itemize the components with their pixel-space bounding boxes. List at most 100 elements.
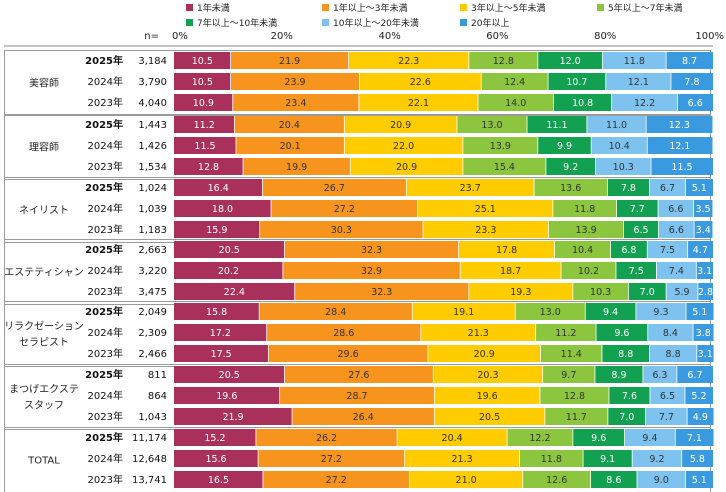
bar-segment [397, 429, 508, 446]
legend-swatch [186, 4, 193, 11]
bar-segment [420, 324, 536, 341]
data-label: 9.9 [557, 141, 572, 152]
bar-segment [527, 116, 587, 133]
bar-segment [174, 221, 260, 238]
group-label: 理容師 [29, 141, 59, 154]
bar-segment [545, 158, 596, 175]
data-label: 8.6 [606, 475, 621, 486]
data-label: 4.9 [693, 412, 708, 423]
data-label: 7.6 [622, 391, 637, 402]
bar-segment [174, 429, 256, 446]
data-label: 32.3 [361, 245, 382, 256]
legend-label: 5年以上～7年未満 [608, 2, 682, 14]
bar-segment [608, 387, 650, 404]
bar-segment [174, 387, 280, 404]
bar-segment [412, 303, 516, 320]
data-label: 11.0 [606, 120, 627, 131]
bar-segment [572, 283, 629, 300]
bar-segment [611, 94, 678, 111]
data-label: 9.7 [561, 370, 576, 381]
data-label: 10.4 [572, 245, 593, 256]
bar-segment [174, 262, 283, 279]
bar-segment [409, 471, 523, 488]
bar-segment [628, 283, 667, 300]
data-label: 10.7 [566, 77, 587, 88]
bar-segment [591, 137, 648, 154]
legend-swatch [186, 19, 193, 26]
data-label: 6.5 [633, 225, 648, 236]
bar-segment [553, 94, 612, 111]
data-label: 8.9 [611, 370, 626, 381]
data-label: 7.0 [619, 412, 634, 423]
data-label: 22.1 [408, 98, 429, 109]
bar-segment [616, 200, 659, 217]
group-label: スタッフ [24, 400, 64, 412]
data-label: 10.8 [572, 98, 593, 109]
n-value: 2,309 [138, 328, 167, 339]
data-label: 11.5 [194, 141, 215, 152]
data-label: 10.4 [609, 141, 630, 152]
bar-segment [676, 366, 713, 383]
bar-segment [656, 262, 697, 279]
data-label: 5.1 [692, 307, 707, 318]
data-label: 12.8 [564, 391, 585, 402]
bar-segment [637, 471, 686, 488]
n-value: 811 [148, 370, 167, 381]
data-label: 32.9 [361, 266, 382, 277]
data-label: 6.7 [660, 183, 675, 194]
data-label: 5.1 [692, 475, 707, 486]
data-label: 6.6 [688, 98, 703, 109]
year-label: 2024年 [88, 452, 123, 465]
data-label: 26.4 [353, 412, 374, 423]
data-label: 3.1 [697, 266, 712, 277]
data-label: 10.9 [193, 98, 214, 109]
data-label: 28.6 [333, 328, 354, 339]
data-label: 9.6 [591, 433, 606, 444]
x-tick-label: 20% [271, 31, 293, 42]
data-label: 3.1 [698, 349, 713, 360]
data-label: 12.1 [669, 141, 690, 152]
n-value: 1,024 [138, 183, 167, 194]
x-tick-label: 60% [486, 31, 508, 42]
bar-segment [544, 408, 608, 425]
data-label: 9.1 [600, 454, 615, 465]
data-label: 17.5 [211, 349, 232, 360]
data-label: 5.9 [674, 287, 689, 298]
data-label: 13.0 [481, 120, 502, 131]
data-label: 27.2 [321, 454, 342, 465]
group-label: TOTAL [27, 456, 60, 467]
bar-segment [666, 283, 698, 300]
x-tick-label: 100% [695, 31, 724, 42]
data-label: 11.1 [546, 120, 567, 131]
n-value: 2,049 [138, 307, 167, 318]
bar-segment [647, 241, 688, 258]
data-label: 29.6 [338, 349, 359, 360]
data-label: 3.5 [695, 204, 710, 215]
n-value: 3,790 [138, 77, 167, 88]
bar-segment [174, 450, 259, 467]
data-label: 28.4 [325, 307, 346, 318]
legend-label: 20年以上 [471, 17, 509, 29]
data-label: 20.5 [479, 412, 500, 423]
bar-segment [348, 52, 469, 69]
bar-segment [406, 179, 535, 196]
n-value: 1,534 [138, 162, 167, 173]
bar-segment [515, 303, 586, 320]
bar-segment [658, 221, 695, 238]
data-label: 21.3 [452, 454, 473, 465]
data-label: 7.1 [687, 433, 702, 444]
year-label: 2023年 [88, 96, 123, 109]
bar-segment [590, 471, 638, 488]
data-label: 19.9 [286, 162, 307, 173]
year-label: 2023年 [88, 410, 123, 423]
bar-segment [685, 179, 713, 196]
n-value: 12,648 [132, 454, 167, 465]
bar-segment [404, 450, 520, 467]
data-label: 11.5 [671, 162, 692, 173]
data-label: 9.3 [653, 307, 668, 318]
data-label: 6.3 [652, 370, 667, 381]
bar-segment [174, 94, 233, 111]
bar-segment [540, 345, 602, 362]
bar-segment [344, 116, 457, 133]
year-label: 2025年 [85, 181, 123, 194]
